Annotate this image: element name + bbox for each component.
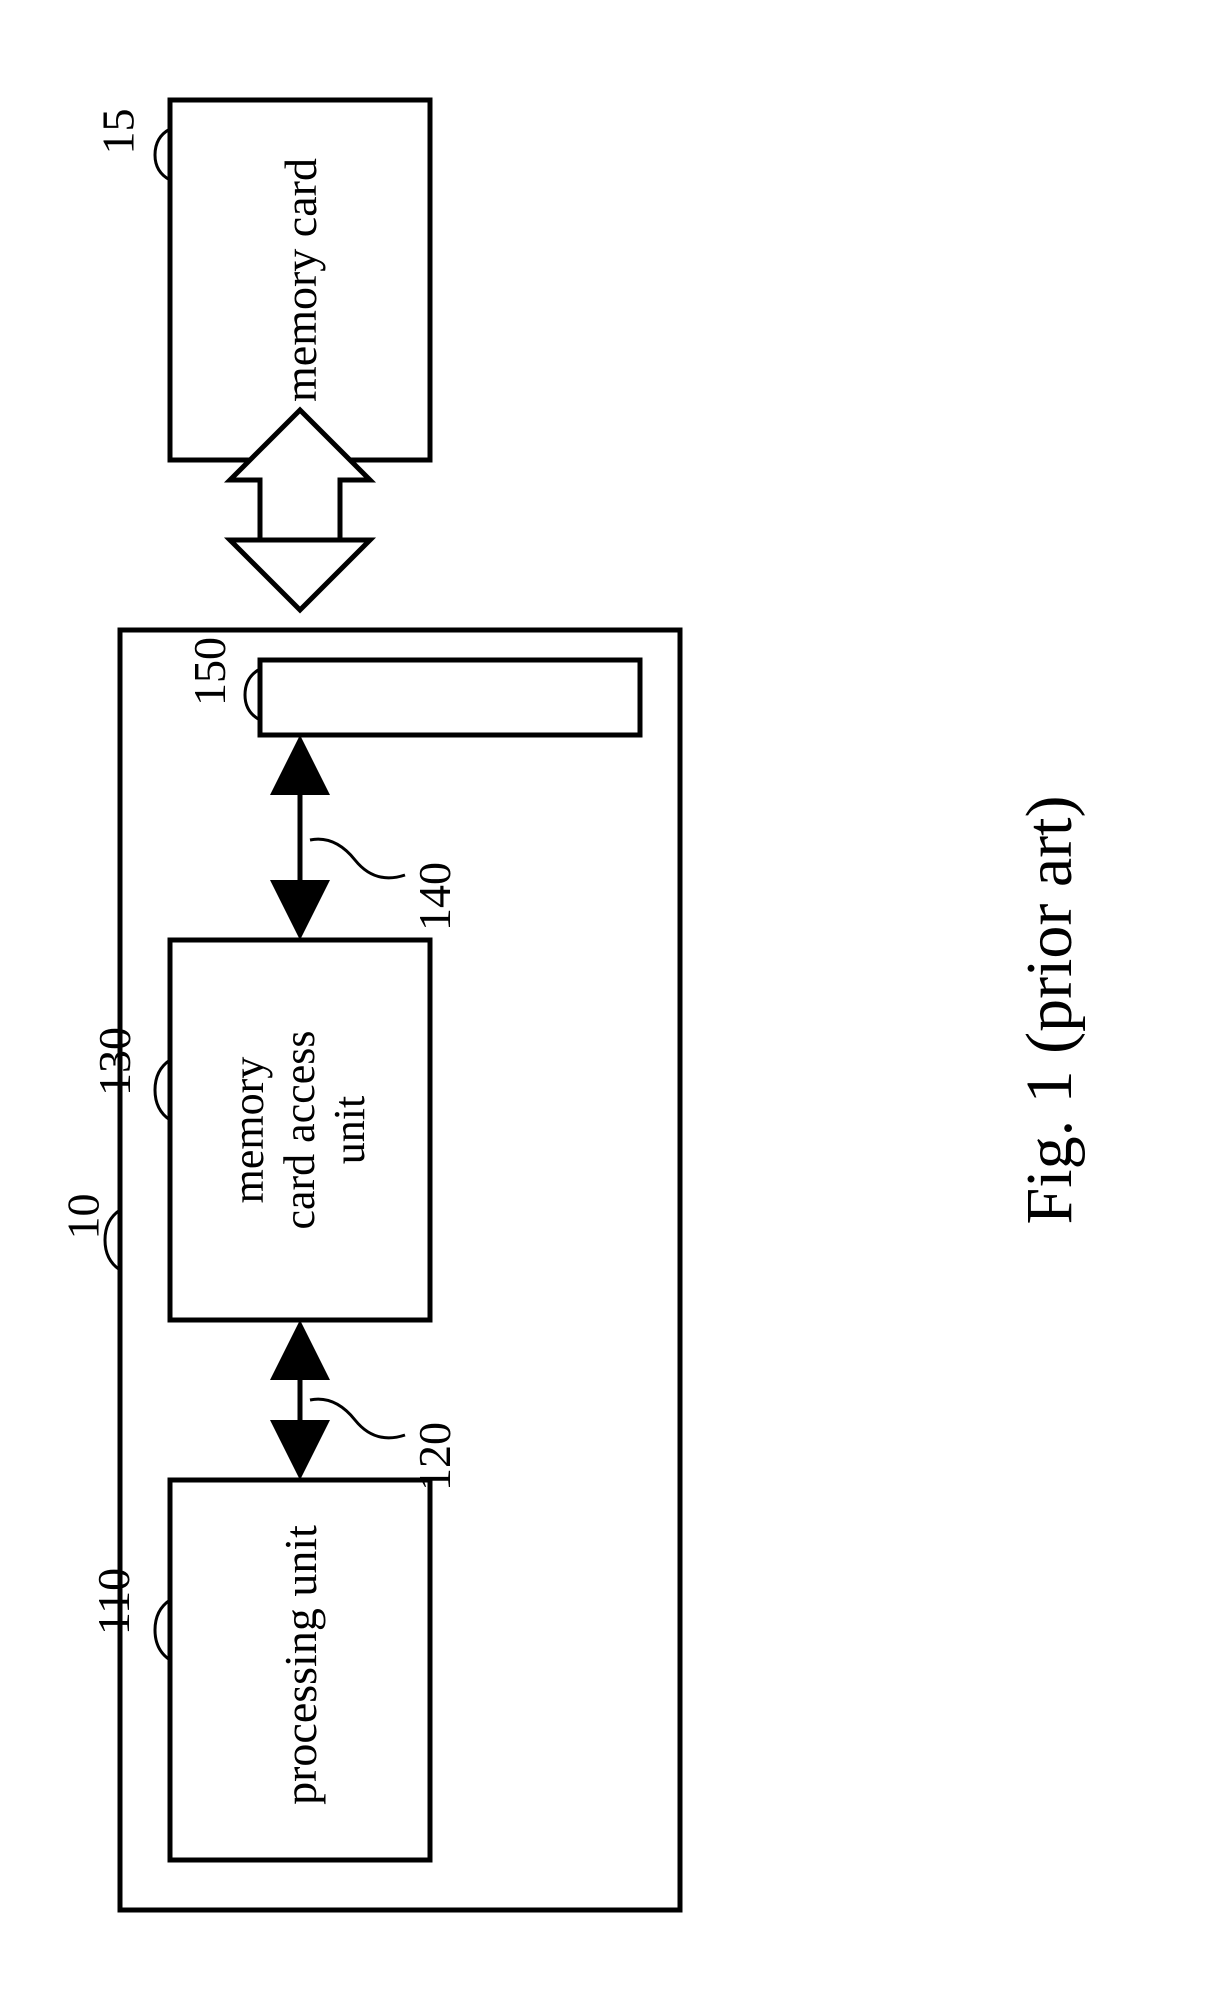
memory-card-text: memory card <box>274 158 327 402</box>
slot-box <box>260 660 640 735</box>
ref-150: 150 <box>183 637 236 706</box>
diagram-canvas: processing unit memory card access unit … <box>0 0 1220 2007</box>
memory-card-label: memory card <box>250 120 350 440</box>
access-unit-text: memory card access unit <box>224 1015 376 1245</box>
ref-140-leader <box>310 839 405 878</box>
ref-140: 140 <box>408 862 461 931</box>
figure-caption: Fig. 1 (prior art) <box>1000 710 1100 1310</box>
figure-caption-text: Fig. 1 (prior art) <box>1012 796 1088 1225</box>
ref-15: 15 <box>92 109 145 155</box>
access-unit-label: memory card access unit <box>230 950 370 1310</box>
ref-130: 130 <box>88 1027 141 1096</box>
ref-110: 110 <box>87 1568 140 1635</box>
ref-120: 120 <box>408 1422 461 1491</box>
ref-10: 10 <box>57 1194 110 1240</box>
processing-unit-text: processing unit <box>274 1525 327 1805</box>
ref-120-leader <box>310 1399 405 1438</box>
processing-unit-label: processing unit <box>250 1515 350 1815</box>
